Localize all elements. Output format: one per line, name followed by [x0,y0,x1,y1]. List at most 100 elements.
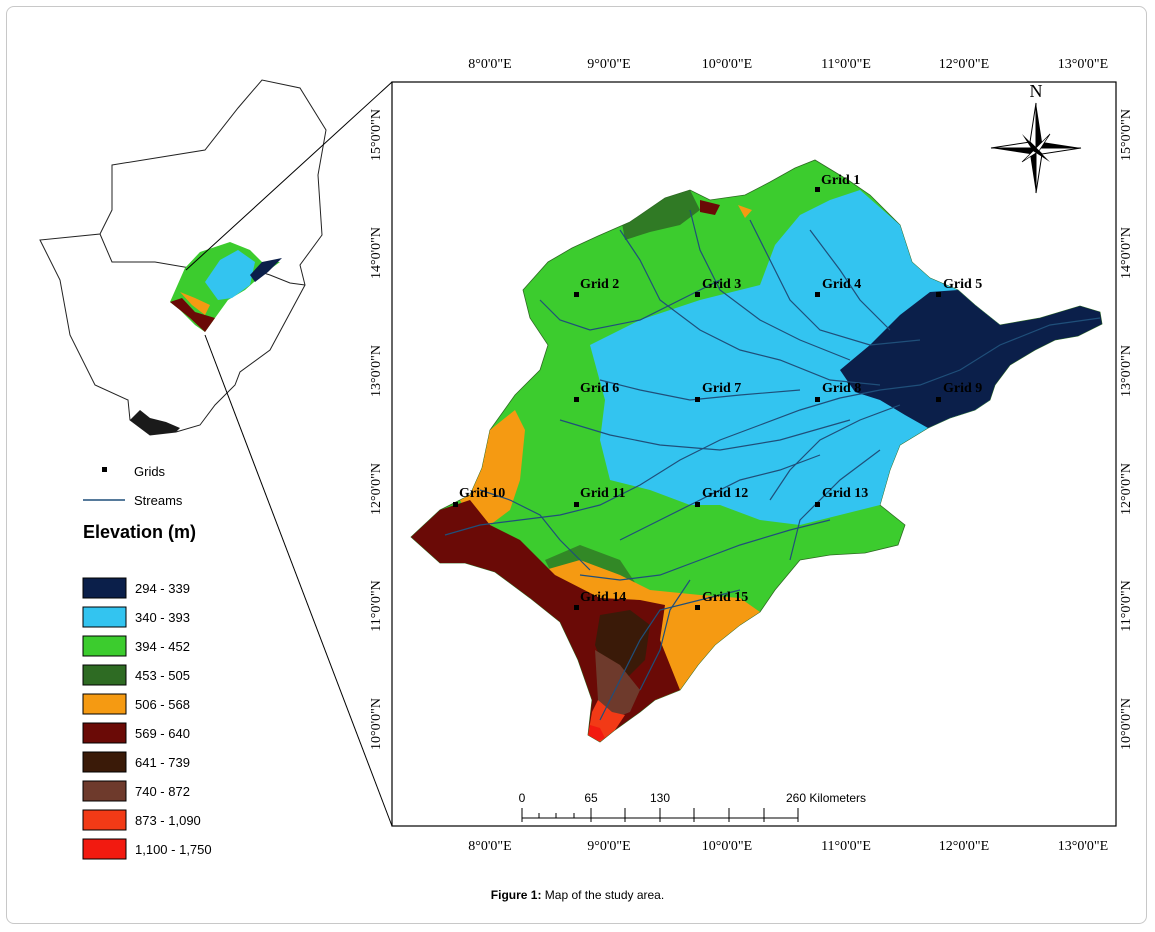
grid-label-2: Grid 2 [580,277,619,292]
lat-label-right: 13°0'0"N [1119,345,1134,397]
legend-grid-symbol [102,467,107,472]
grid-point-3 [695,292,700,297]
lat-label-right: 15°0'0"N [1119,109,1134,161]
figure-frame [6,6,1147,924]
lon-label-top: 11°0'0"E [821,57,871,72]
grid-label-14: Grid 14 [580,590,626,605]
grid-point-9 [936,397,941,402]
lat-label-left: 15°0'0"N [369,109,384,161]
grid-label-7: Grid 7 [702,381,741,396]
lat-label-left: 12°0'0"N [369,463,384,515]
legend-class-label: 1,100 - 1,750 [135,842,212,857]
legend-class-label: 394 - 452 [135,639,190,654]
grid-point-14 [574,605,579,610]
grid-point-10 [453,502,458,507]
legend-class-label: 453 - 505 [135,668,190,683]
grid-point-12 [695,502,700,507]
grid-point-4 [815,292,820,297]
lon-label-top: 9°0'0"E [587,57,630,72]
elevation-506-568 [460,410,525,525]
grid-label-10: Grid 10 [459,486,505,501]
legend: Grids Streams Elevation (m) 294 - 339 340… [82,464,212,860]
lon-label-bottom: 13°0'0"E [1058,839,1108,854]
legend-class-label: 340 - 393 [135,610,190,625]
grid-label-15: Grid 15 [702,590,748,605]
lon-label-top: 10°0'0"E [702,57,752,72]
north-arrow-icon [990,102,1082,194]
caption-label: Figure 1: [490,888,542,902]
grid-point-8 [815,397,820,402]
legend-classes: 294 - 339 340 - 393 394 - 452 453 - 505 506 … [82,577,212,860]
legend-class-label: 641 - 739 [135,755,190,770]
figure-caption: Figure 1: Map of the study area. [0,888,1155,902]
lat-label-right: 14°0'0"N [1119,227,1134,279]
grid-point-15 [695,605,700,610]
grid-point-7 [695,397,700,402]
grid-point-6 [574,397,579,402]
lon-label-bottom: 10°0'0"E [702,839,752,854]
lon-label-top: 8°0'0"E [468,57,511,72]
grid-label-8: Grid 8 [822,381,861,396]
legend-swatch [82,809,127,831]
lon-label-bottom: 9°0'0"E [587,839,630,854]
bottom-longitude-labels: 8°0'0"E 9°0'0"E 10°0'0"E 11°0'0"E 12°0'0… [468,839,1108,854]
lon-label-top: 13°0'0"E [1058,57,1108,72]
grid-label-1: Grid 1 [821,173,860,188]
legend-swatch [82,751,127,773]
scale-tick-label: 260 Kilometers [786,791,866,805]
inset-country-outline [39,79,327,436]
lon-label-bottom: 12°0'0"E [939,839,989,854]
top-longitude-labels: 8°0'0"E 9°0'0"E 10°0'0"E 11°0'0"E 12°0'0… [468,57,1108,72]
lat-label-left: 10°0'0"N [369,698,384,750]
grid-label-4: Grid 4 [822,277,861,292]
lat-label-left: 14°0'0"N [369,227,384,279]
lat-label-left: 13°0'0"N [369,345,384,397]
elevation-453-505 [620,190,700,240]
legend-swatch [82,722,127,744]
legend-grids-label: Grids [134,464,166,479]
legend-swatch [82,838,127,860]
lat-label-right: 11°0'0"N [1119,580,1134,631]
lat-label-right: 12°0'0"N [1119,463,1134,515]
grid-point-2 [574,292,579,297]
zoom-connector-bottom [204,334,393,827]
legend-streams-label: Streams [134,493,183,508]
grid-label-6: Grid 6 [580,381,619,396]
scale-tick-label: 130 [650,791,670,805]
grid-label-3: Grid 3 [702,277,741,292]
grid-point-13 [815,502,820,507]
lon-label-bottom: 8°0'0"E [468,839,511,854]
lon-label-bottom: 11°0'0"E [821,839,871,854]
grid-point-1 [815,187,820,192]
legend-class-label: 294 - 339 [135,581,190,596]
inset-basin [170,242,282,332]
elevation-340-393 [590,190,1000,525]
left-latitude-labels: 15°0'0"N 14°0'0"N 13°0'0"N 12°0'0"N 11°0… [369,109,384,750]
basin-elevation [410,159,1103,743]
lon-label-top: 12°0'0"E [939,57,989,72]
legend-swatch [82,693,127,715]
grid-points: Grid 1 Grid 2 Grid 3 Grid 4 Grid 5 Grid … [453,173,982,610]
right-latitude-labels: 15°0'0"N 14°0'0"N 13°0'0"N 12°0'0"N 11°0… [1119,109,1134,750]
grid-label-11: Grid 11 [580,486,626,501]
lat-label-right: 10°0'0"N [1119,698,1134,750]
grid-label-12: Grid 12 [702,486,748,501]
zoom-connector-top [185,81,393,271]
legend-swatch [82,780,127,802]
north-label: N [1030,81,1043,101]
legend-swatch [82,635,127,657]
legend-swatch [82,664,127,686]
streams [444,209,1101,721]
grid-label-9: Grid 9 [943,381,982,396]
inset-country-map [39,79,327,436]
elevation-294-339 [840,290,1102,428]
legend-class-label: 873 - 1,090 [135,813,201,828]
grid-point-5 [936,292,941,297]
legend-class-label: 740 - 872 [135,784,190,799]
legend-swatch [82,577,127,599]
scale-tick-label: 65 [584,791,598,805]
grid-label-5: Grid 5 [943,277,982,292]
inset-southern-area [130,410,180,435]
scale-tick-label: 0 [519,791,526,805]
